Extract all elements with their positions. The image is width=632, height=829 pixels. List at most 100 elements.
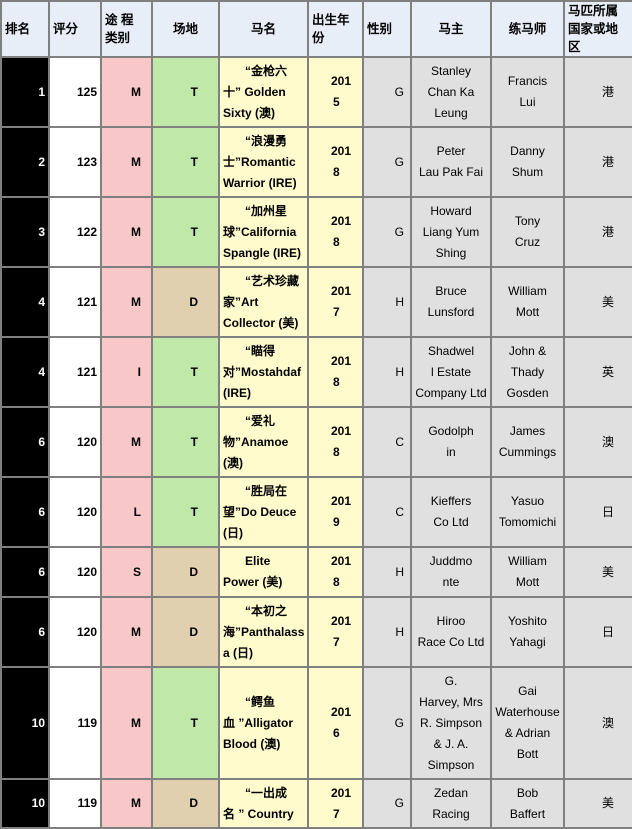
owner-cell: Howard Liang Yum Shing [410,196,492,268]
trainer-cell: Danny Shum [490,126,565,198]
horse-name-cell-line: (日) [223,525,243,540]
rating-cell: 119 [48,666,102,780]
birth-year-cell-line: 201 [331,214,352,228]
horse-name-cell-line: 家”Art [223,294,259,309]
owner-cell: Hiroo Race Co Ltd [410,596,492,668]
horse-name-cell-line: “本初之 [245,603,288,618]
trainer-cell-line: Tony [514,214,541,228]
horse-name-cell-line: 名 ” Country [223,806,294,821]
horse-name-cell-line: “一出成 [245,785,288,800]
horse-name-cell-line: 海”Panthalass [223,624,305,639]
trainer-cell-line: Mott [515,575,540,589]
distance-type-cell: L [100,476,153,548]
trainer-cell-line: Shum [511,165,544,179]
country-cell: 日 [563,596,632,668]
horse-name-cell-line: (IRE) [223,385,251,400]
header-horse-name: 马名 [218,0,309,58]
horse-name-cell: “爱礼 物”Anamoe (澳) [218,406,309,478]
surface-cell: T [151,476,220,548]
header-country: 马匹所属国家或地区 [563,0,632,58]
rank-cell: 2 [0,126,50,198]
horse-name-cell: “艺术珍藏 家”Art Collector (美) [218,266,309,338]
header-surface: 场地 [151,0,220,58]
trainer-cell-line: Tomomichi [498,515,557,529]
surface-cell: T [151,126,220,198]
birth-year-cell-line: 8 [333,165,340,179]
rating-cell: 120 [48,476,102,548]
rating-cell: 121 [48,266,102,338]
country-cell: 澳 [563,666,632,780]
owner-cell-line: Harvey, Mrs [419,694,483,709]
header-trainer: 练马师 [490,0,565,58]
rank-cell: 4 [0,336,50,408]
trainer-cell: William Mott [490,546,565,598]
sex-cell: G [362,126,412,198]
owner-cell-line: nte [442,575,460,589]
trainer-cell: John & Thady Gosden [490,336,565,408]
owner-cell-line: Leung [434,105,468,120]
header-distance-type: 途 程 类别 [100,0,153,58]
owner-cell-line: Race Co Ltd [417,635,485,649]
trainer-cell-line: Thady [510,364,545,379]
table-row: 6 120 L T “胜局在 望”Do Deuce (日) 201 9 C Kieffers Co L… [0,476,632,548]
table-row: 4 121 I T “瞄得 对”Mostahdaf (IRE) 201 8 H Shadwel l E… [0,336,632,408]
table-row: 6 120 S D Elite Power (美) 201 8 H Juddmo nte Willia… [0,546,632,598]
birth-year-cell: 201 8 [307,406,364,478]
country-cell: 港 [563,196,632,268]
horse-name-cell-line: 望”Do Deuce [223,504,297,519]
birth-year-cell-line: 201 [331,614,352,628]
rating-cell: 123 [48,126,102,198]
owner-cell-line: Liang Yum [422,224,480,239]
surface-cell: D [151,778,220,829]
horse-name-cell-line: Sixty (澳) [223,105,276,120]
distance-type-cell: M [100,666,153,780]
surface-cell: D [151,596,220,668]
trainer-cell-line: Bott [516,747,539,761]
country-cell: 港 [563,126,632,198]
surface-cell: T [151,666,220,780]
owner-cell-line: Chan Ka [427,84,475,99]
birth-year-cell-line: 7 [333,806,340,821]
country-cell: 美 [563,266,632,338]
country-cell: 美 [563,546,632,598]
trainer-cell-line: Gosden [506,385,549,400]
owner-cell: Shadwel l Estate Company Ltd [410,336,492,408]
table-row: 2 123 M T “浪漫勇 士”Romantic Warrior (IRE) 201 8 G Pe… [0,126,632,198]
trainer-cell: Francis Lui [490,56,565,128]
header-birth-year: 出生年份 [307,0,364,58]
birth-year-cell-line: 8 [333,375,340,389]
horse-name-cell: “浪漫勇 士”Romantic Warrior (IRE) [218,126,309,198]
table-row: 3 122 M T “加州星 球”California Spangle (IRE) 201 8 G… [0,196,632,268]
sex-cell: H [362,546,412,598]
owner-cell-line: Lunsford [427,305,475,319]
birth-year-cell-line: 7 [333,305,340,319]
horse-name-cell-line: “胜局在 [245,483,288,498]
header-rating: 评分 [48,0,102,58]
table-row: 6 120 M D “本初之 海”Panthalass a (日) 201 7 H Hiroo Rac… [0,596,632,668]
birth-year-cell: 201 8 [307,546,364,598]
horse-name-cell-line: “浪漫勇 [245,133,288,148]
birth-year-cell: 201 9 [307,476,364,548]
trainer-cell-line: Mott [515,305,540,319]
horse-name-cell-line: “爱礼 [245,413,276,428]
trainer-cell-line: Cruz [514,235,541,249]
rank-cell: 1 [0,56,50,128]
owner-cell: Peter Lau Pak Fai [410,126,492,198]
country-cell: 英 [563,336,632,408]
horse-name-cell: “鳄鱼血 ”Alligator Blood (澳) [218,666,309,780]
country-cell: 港 [563,56,632,128]
owner-cell: Kieffers Co Ltd [410,476,492,548]
trainer-cell: Yoshito Yahagi [490,596,565,668]
owner-cell-line: Bruce [435,284,467,298]
birth-year-cell-line: 8 [333,445,340,459]
horse-name-cell-line: Blood (澳) [223,736,281,751]
trainer-cell-line: Lui [519,95,536,109]
rating-cell: 120 [48,546,102,598]
horse-name-cell-line: “艺术珍藏 [245,273,300,288]
trainer-cell: James Cummings [490,406,565,478]
birth-year-cell-line: 201 [331,494,352,508]
header-rank: 排名 [0,0,50,58]
horse-name-cell: “加州星 球”California Spangle (IRE) [218,196,309,268]
trainer-cell: Tony Cruz [490,196,565,268]
country-cell: 日 [563,476,632,548]
